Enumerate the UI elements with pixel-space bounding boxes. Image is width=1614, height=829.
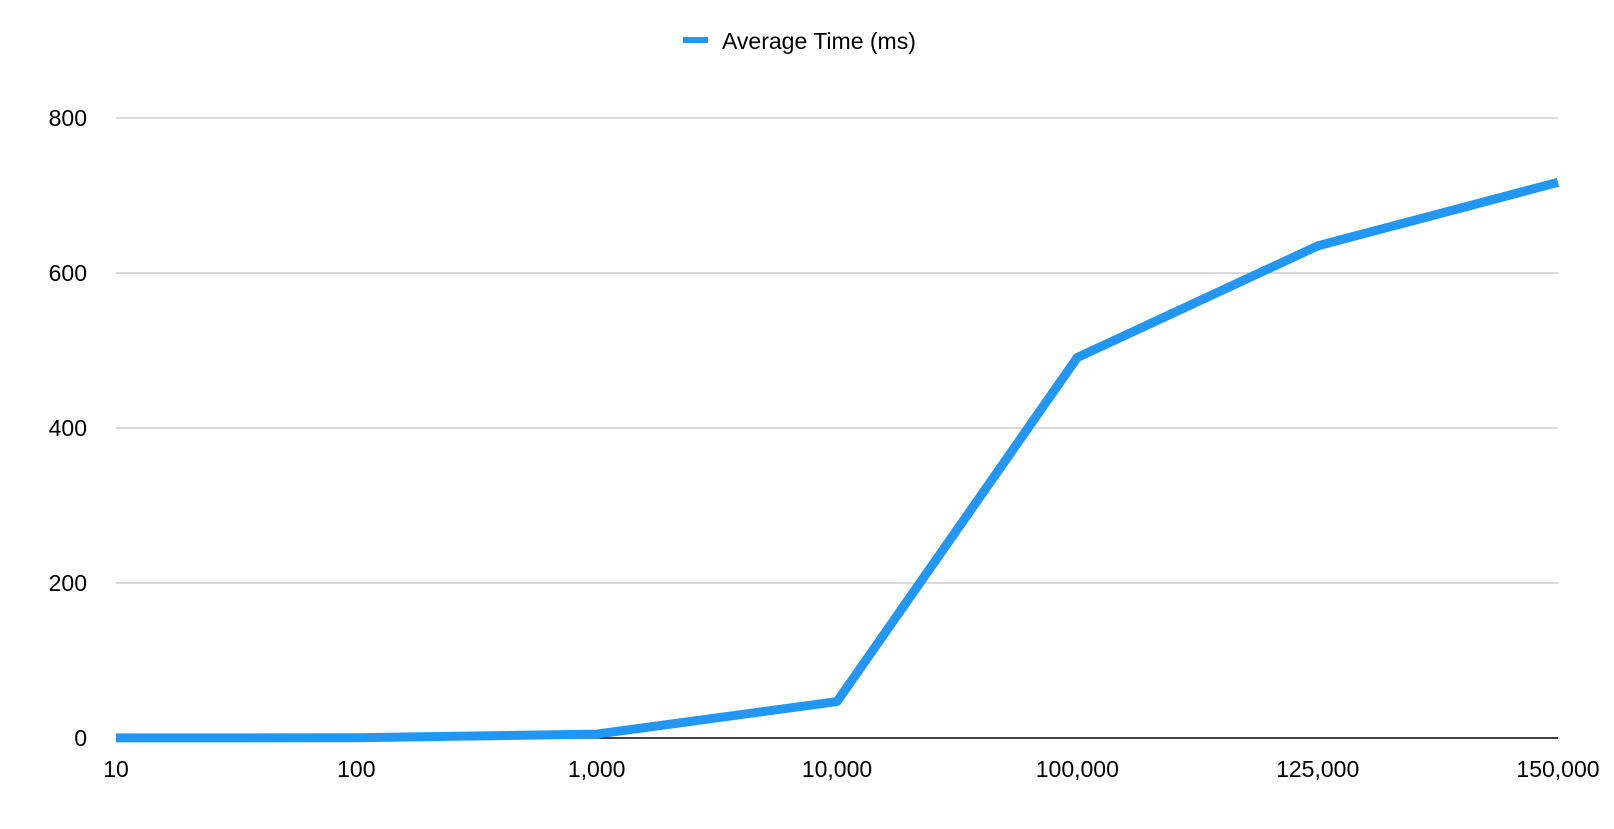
series-line-average-time [115, 177, 1560, 743]
series-layer [115, 177, 1560, 743]
legend-label-average-time: Average Time (ms) [722, 28, 916, 54]
x-axis-tick-labels: 10 100 1,000 10,000 100,000 125,000 150,000 [103, 756, 1599, 782]
x-tick-label: 100,000 [1036, 756, 1119, 782]
y-tick-label: 400 [49, 415, 87, 441]
x-tick-label: 125,000 [1276, 756, 1359, 782]
x-tick-label: 100 [337, 756, 375, 782]
x-tick-label: 1,000 [568, 756, 626, 782]
gridlines [116, 117, 1558, 584]
y-axis-tick-labels: 0 200 400 600 800 [49, 105, 87, 751]
x-tick-label: 10 [103, 756, 129, 782]
y-tick-label: 800 [49, 105, 87, 131]
x-tick-label: 150,000 [1516, 756, 1599, 782]
y-tick-label: 200 [49, 570, 87, 596]
x-tick-label: 10,000 [802, 756, 872, 782]
y-tick-label: 600 [49, 260, 87, 286]
legend: Average Time (ms) [683, 28, 916, 54]
y-tick-label: 0 [74, 725, 87, 751]
